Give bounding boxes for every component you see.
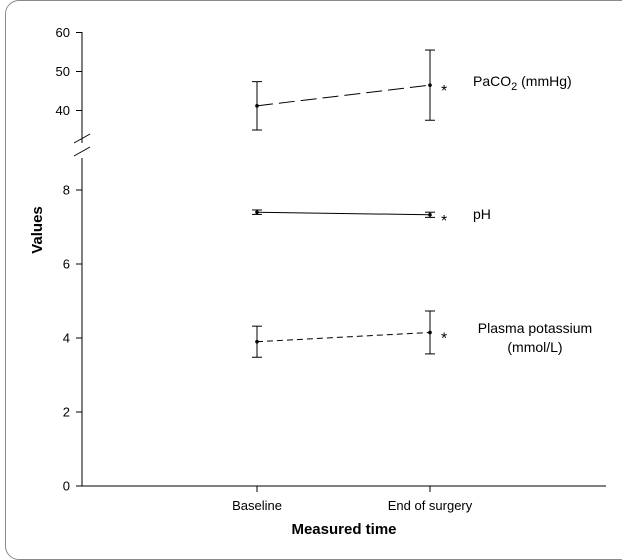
series-labels: PaCO2 (mmHg) pH Plasma potassium (mmol/L… [473, 73, 592, 355]
data-point-plasma-potassium-mmol-l [428, 330, 432, 335]
y-axis [73, 32, 91, 486]
series-label-potassium-line1: Plasma potassium [478, 320, 592, 336]
significance-marker-ph: * [441, 213, 447, 230]
y-tick-label: 0 [63, 479, 70, 494]
data-point-plasma-potassium-mmol-l [255, 339, 259, 344]
series-label-paco2-base: PaCO [473, 73, 511, 89]
data-point-paco2-mmhg [428, 83, 432, 87]
data-point-ph [255, 210, 259, 214]
chart: Baseline End of surgery 0 2 4 6 8 40 50 60 Meas… [29, 25, 606, 538]
series-label-paco2-sub: 2 [511, 81, 517, 93]
y-axis-title: Values [29, 206, 46, 254]
series-label-potassium-line2: (mmol/L) [507, 339, 562, 355]
x-tick-label-baseline: Baseline [232, 498, 282, 513]
significance-marker-plasma-potassium-mmol-l: * [441, 330, 447, 347]
series-label-ph: pH [473, 206, 491, 222]
significance-marker-paco2-mmhg: * [441, 83, 447, 100]
y-tick-label: 60 [56, 25, 70, 40]
y-tick-label: 4 [63, 331, 70, 346]
y-ticks: 0 2 4 6 8 40 50 60 [56, 25, 82, 494]
data-point-ph [428, 212, 432, 217]
x-axis: Baseline End of surgery [82, 485, 606, 513]
y-tick-label: 2 [63, 405, 70, 420]
x-tick-label-end-of-surgery: End of surgery [388, 498, 473, 513]
axis-break-mark-bottom [73, 146, 91, 157]
x-axis-title: Measured time [291, 521, 396, 538]
series-marks: * * * [252, 49, 447, 358]
y-tick-label: 8 [63, 183, 70, 198]
series-line-plasma-potassium-mmol-l [256, 331, 431, 343]
series-line-paco2-mmhg [256, 84, 431, 107]
series-line-ph [256, 211, 431, 216]
axis-break-mark-top [73, 133, 91, 144]
data-point-paco2-mmhg [255, 104, 259, 108]
y-tick-label: 6 [63, 257, 70, 272]
y-tick-label: 50 [56, 64, 70, 79]
y-tick-label: 40 [56, 103, 70, 118]
series-label-paco2: PaCO2 (mmHg) [473, 73, 572, 93]
series-label-paco2-unit: (mmHg) [517, 73, 571, 89]
